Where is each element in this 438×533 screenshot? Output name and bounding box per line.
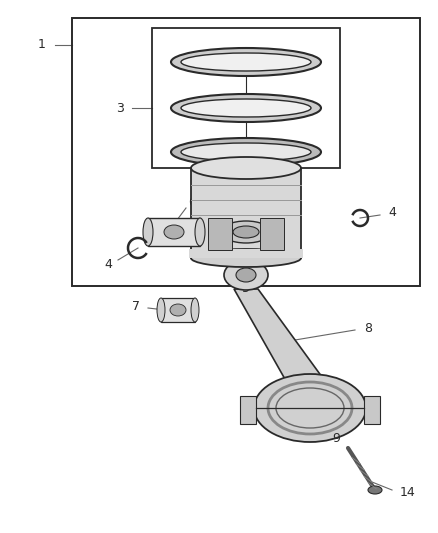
Ellipse shape	[236, 268, 256, 282]
Ellipse shape	[195, 218, 205, 246]
Ellipse shape	[171, 138, 321, 166]
Bar	[161, 298, 195, 322]
Ellipse shape	[191, 157, 301, 179]
Ellipse shape	[191, 298, 199, 322]
Text: 7: 7	[132, 301, 140, 313]
Ellipse shape	[233, 226, 259, 238]
Ellipse shape	[170, 304, 186, 316]
Ellipse shape	[143, 218, 153, 246]
Bar	[189, 249, 303, 258]
Ellipse shape	[171, 94, 321, 122]
Bar	[364, 396, 380, 424]
Text: 9: 9	[332, 432, 340, 445]
Ellipse shape	[191, 249, 301, 267]
Bar	[148, 218, 200, 246]
Bar	[240, 396, 256, 424]
Text: 5: 5	[242, 281, 250, 295]
Bar	[152, 28, 340, 168]
Text: 6: 6	[188, 196, 196, 208]
Text: 4: 4	[104, 257, 112, 271]
Bar	[72, 18, 420, 286]
Ellipse shape	[157, 298, 165, 322]
Ellipse shape	[181, 99, 311, 117]
Text: 8: 8	[364, 321, 372, 335]
Ellipse shape	[164, 225, 184, 239]
Ellipse shape	[254, 374, 366, 442]
Ellipse shape	[181, 53, 311, 71]
Ellipse shape	[171, 48, 321, 76]
Ellipse shape	[368, 486, 382, 494]
Text: 14: 14	[400, 486, 416, 498]
Ellipse shape	[221, 221, 271, 243]
Ellipse shape	[181, 143, 311, 161]
Text: 4: 4	[388, 206, 396, 220]
Bar	[191, 168, 301, 258]
Polygon shape	[234, 289, 330, 388]
Text: 3: 3	[116, 101, 124, 115]
Ellipse shape	[224, 260, 268, 290]
Bar	[260, 218, 284, 250]
Bar	[208, 218, 232, 250]
Text: 1: 1	[38, 38, 46, 52]
